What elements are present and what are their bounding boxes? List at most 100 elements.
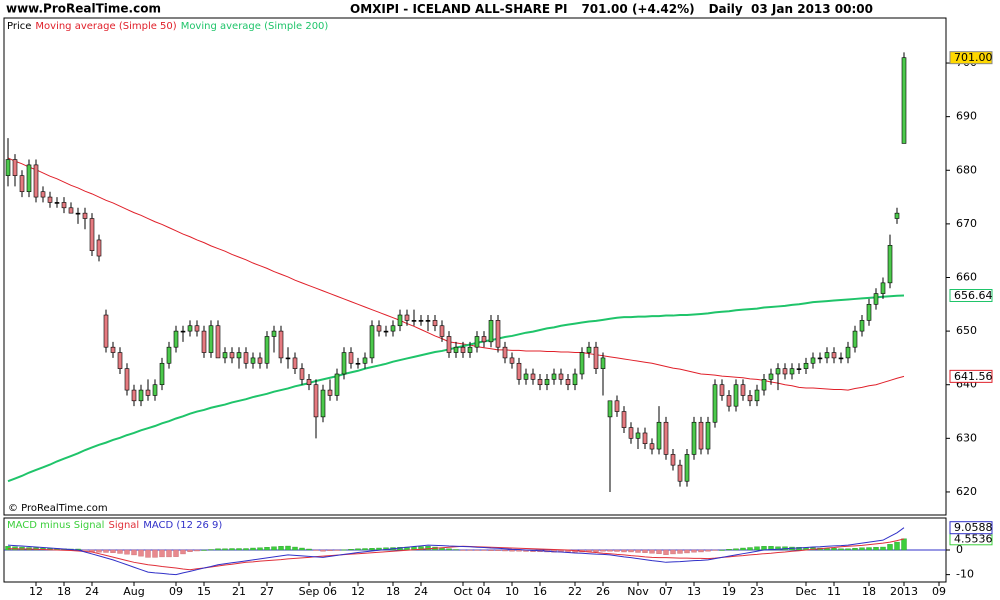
histogram-bar	[740, 547, 746, 551]
histogram-bar	[747, 547, 753, 551]
candle-body	[369, 325, 375, 359]
candle-body	[306, 379, 312, 386]
candle-body	[530, 373, 536, 380]
candle-body	[145, 389, 151, 396]
x-tick-label: Nov	[627, 585, 649, 598]
histogram-bar	[187, 549, 193, 552]
candle-body	[803, 362, 809, 369]
legend-ma200: Moving average (Simple 200)	[181, 21, 329, 32]
x-tick-label: 04	[477, 585, 491, 598]
y-tick-label: 0	[956, 543, 963, 556]
histogram-bar	[901, 538, 907, 551]
histogram-bar	[698, 549, 704, 553]
candle-body	[579, 352, 585, 375]
candle-body	[173, 330, 179, 348]
candle-body	[194, 325, 200, 332]
candle-body	[243, 352, 249, 364]
x-tick-label: 24	[85, 585, 99, 598]
x-tick-label: 18	[386, 585, 400, 598]
legend-signal: Signal	[108, 520, 139, 531]
candle-body	[460, 346, 466, 353]
candle-body	[705, 421, 711, 450]
candle-body	[110, 346, 116, 353]
x-tick-label: 23	[750, 585, 764, 598]
candle-body	[341, 352, 347, 375]
histogram-bar	[733, 548, 739, 551]
x-tick-label: 24	[414, 585, 428, 598]
histogram-bar	[418, 546, 424, 551]
histogram-bar	[712, 549, 718, 551]
candle-body	[376, 325, 382, 332]
candle-body	[257, 357, 263, 364]
histogram-bar	[96, 549, 102, 553]
candle-body	[33, 164, 39, 198]
candle-body	[747, 395, 753, 402]
histogram-bar	[5, 546, 11, 551]
histogram-bar	[754, 546, 760, 551]
histogram-bar	[621, 549, 627, 553]
histogram-bar	[306, 548, 312, 551]
candle-body	[887, 245, 893, 284]
candle-body	[180, 330, 186, 333]
x-tick-label: 11	[827, 585, 841, 598]
histogram-bar	[677, 549, 683, 554]
candle-body	[152, 384, 158, 396]
x-tick-label: 09	[932, 585, 946, 598]
x-tick-label: 22	[568, 585, 582, 598]
histogram-bar	[488, 549, 494, 551]
candle-body	[82, 212, 88, 219]
histogram-bar	[481, 549, 487, 551]
histogram-bar	[348, 549, 354, 551]
candle-body	[89, 218, 95, 251]
candle-body	[600, 357, 606, 369]
candle-body	[509, 357, 515, 364]
last-value-label: 4.5536	[954, 532, 993, 545]
candle-body	[474, 336, 480, 348]
x-tick-label: 26	[596, 585, 610, 598]
histogram-bar	[236, 548, 242, 551]
histogram-bar	[859, 547, 865, 551]
candle-body	[313, 384, 319, 418]
histogram-bar	[656, 549, 662, 554]
histogram-bar	[145, 549, 151, 558]
candle-body	[845, 346, 851, 359]
histogram-bar	[201, 549, 207, 551]
x-tick-label: 18	[57, 585, 71, 598]
legend-price: Price	[7, 21, 31, 32]
candle-body	[628, 427, 634, 439]
candle-body	[264, 336, 270, 364]
histogram-bar	[635, 549, 641, 553]
candle-body	[698, 421, 704, 450]
y-tick-label: 620	[956, 485, 977, 498]
histogram-bar	[775, 546, 781, 551]
last-value-label: 9.0588	[954, 521, 993, 534]
candle-body	[719, 384, 725, 396]
histogram-bar	[684, 549, 690, 554]
y-tick-label: -10	[956, 568, 974, 581]
candle-body	[19, 175, 25, 193]
site-name: www.ProRealTime.com	[6, 2, 161, 16]
candle-body	[810, 357, 816, 364]
candle-body	[789, 368, 795, 375]
histogram-bar	[369, 548, 375, 551]
candle-body	[796, 368, 802, 370]
histogram-bar	[663, 549, 669, 555]
candle-body	[754, 389, 760, 402]
candle-body	[635, 432, 641, 439]
candle-body	[733, 384, 739, 407]
histogram-bar	[705, 549, 711, 552]
candle-body	[47, 196, 53, 203]
x-tick-label: 27	[260, 585, 274, 598]
legend: Price Moving average (Simple 50) Moving av…	[7, 21, 328, 32]
histogram-bar	[229, 548, 235, 551]
histogram-bar	[194, 549, 200, 552]
histogram-bar	[320, 549, 326, 552]
candle-body	[880, 282, 886, 294]
histogram-bar	[292, 546, 298, 551]
candle-body	[187, 325, 193, 332]
candle-body	[782, 368, 788, 375]
histogram-bar	[873, 547, 879, 551]
candle-body	[824, 352, 830, 359]
x-tick-label: 07	[659, 585, 673, 598]
candle-body	[481, 336, 487, 343]
